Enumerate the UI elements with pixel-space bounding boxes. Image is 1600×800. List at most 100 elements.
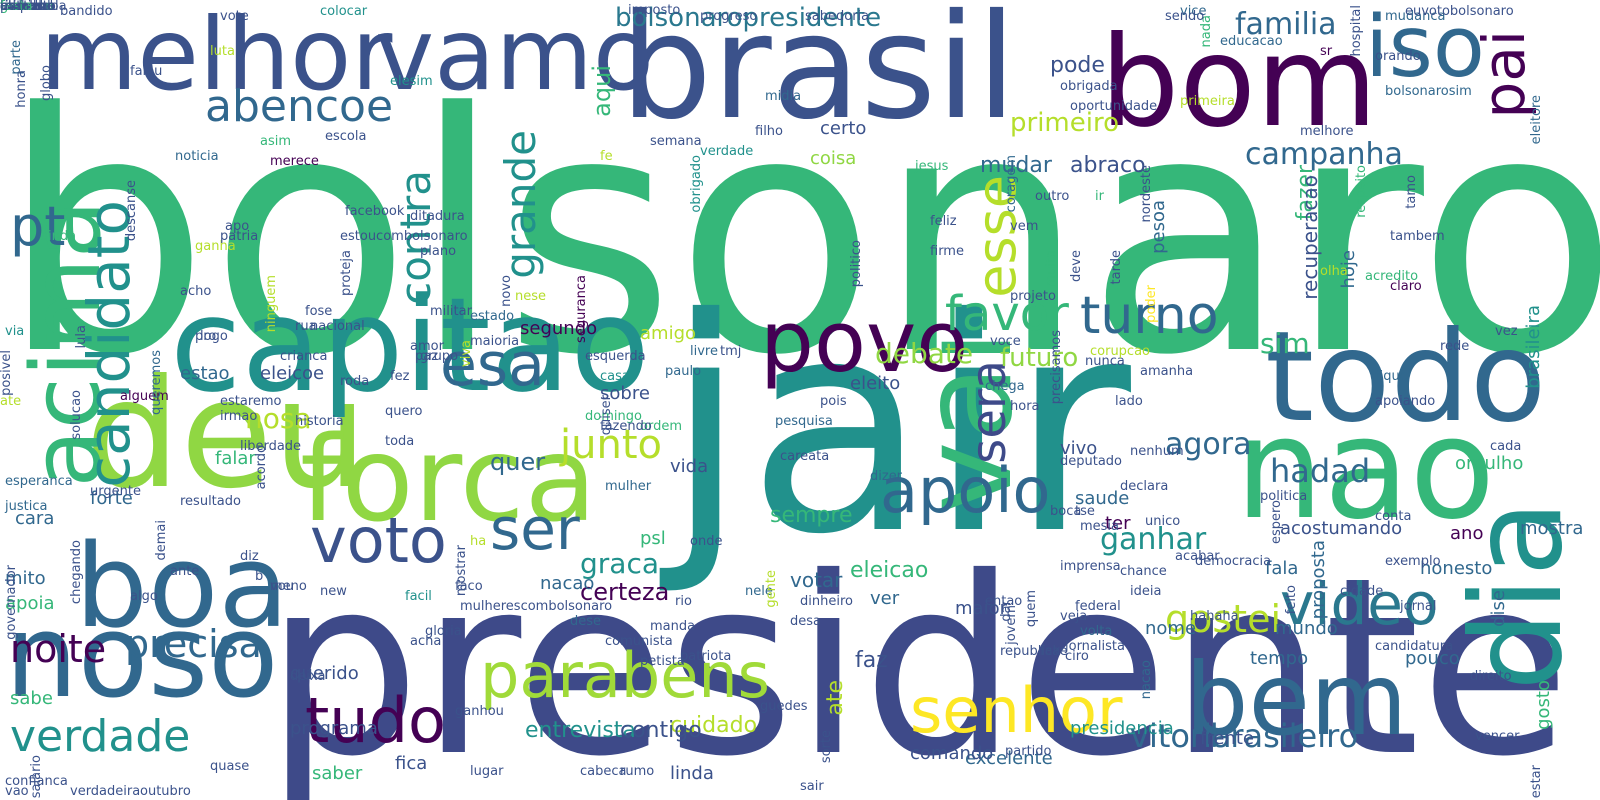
word-plano: plano [420, 244, 457, 259]
word-olha: olha [1320, 264, 1348, 279]
word-trabalho: trabalho [0, 0, 55, 14]
word-mostra: mostra [1520, 518, 1584, 539]
word-claro: claro [1390, 279, 1422, 294]
word-cabeca: cabeca [580, 764, 627, 779]
word-vice: vice [1180, 4, 1207, 19]
word-jesus: jesus [915, 159, 949, 174]
word-primeiro: primeiro [1010, 108, 1119, 138]
word-gloria: gloria [425, 624, 462, 639]
word-honra: honra [14, 70, 29, 108]
word-maioria: maioria [470, 334, 520, 349]
word-outro: outro [1035, 189, 1070, 204]
word-amem: amem [0, 0, 42, 14]
word-logo: logo [200, 329, 228, 344]
word-educacao: educacao [1220, 34, 1283, 49]
word-primeira: primeira [1180, 94, 1235, 109]
word-b: b [255, 569, 264, 584]
word-faz: faz [855, 648, 888, 673]
word-vem: vem [1010, 219, 1039, 234]
word-apoia: apoia [5, 593, 55, 614]
word-republica: republica [1000, 644, 1061, 659]
word-quero: quero [385, 404, 423, 419]
word-psl: psl [640, 528, 666, 549]
word-vou: vou [270, 579, 294, 594]
word-quase: quase [210, 759, 250, 774]
word-ordem: ordem [640, 419, 682, 434]
word-alguem: alguem [120, 389, 169, 404]
word-melhore: melhore [1300, 124, 1354, 139]
word-eleitore: eleitore [1529, 95, 1544, 145]
word-ir: ir [1095, 189, 1104, 204]
word-brasileiro: brasileiro [1210, 717, 1359, 755]
word-ganha: ganha [195, 239, 236, 254]
word-votar: votar [790, 568, 843, 592]
word-nacao: nacao [540, 573, 595, 594]
word-futuro: futuro [1000, 343, 1079, 373]
word-boca: boca [1050, 504, 1082, 519]
word-segundo: segundo [520, 318, 598, 339]
word-fez: fez [390, 369, 410, 384]
word-sobre: sobre [600, 383, 650, 404]
word-batalha: batalha [0, 0, 50, 14]
word-manda: manda [650, 619, 696, 634]
word-ver: ver [870, 588, 900, 609]
word-nese: nese [515, 289, 547, 304]
word-sendo: sendo [1165, 9, 1205, 24]
word-forte: forte [90, 488, 133, 509]
word-coragem: coragem [1004, 155, 1019, 213]
word-saber: saber [312, 763, 363, 784]
word-bem: bem [1185, 641, 1408, 758]
word-tudo: tudo [305, 684, 446, 757]
word-oportunidade: oportunidade [1070, 99, 1158, 114]
word-ainda: ainda [40, 229, 77, 244]
word-apo: apo [225, 219, 250, 234]
word-acha: acha [410, 634, 442, 649]
word-exemplo: exemplo [1385, 554, 1441, 569]
word-paulo: paulo [665, 364, 702, 379]
word-demai: demai [154, 520, 169, 561]
word-pouco: pouco [1405, 648, 1460, 669]
word-verdade: verdade [700, 144, 754, 159]
word-resultado: resultado [180, 494, 241, 509]
word-excelente: excelente [965, 748, 1053, 769]
word-respeito: respeito [1354, 165, 1369, 218]
word-entao: entao [985, 594, 1023, 609]
word-dese: dese [570, 614, 602, 629]
word-coisa: coisa [810, 148, 857, 169]
word-orando: orando [1375, 49, 1421, 64]
word-rumo: rumo [620, 764, 655, 779]
word-fazendo: fazendo [600, 419, 652, 434]
word-tempo: tempo [1250, 648, 1309, 669]
word-midia: midia [765, 89, 802, 104]
word-vez: vez [1495, 324, 1518, 339]
word-fique: fique [1375, 369, 1408, 384]
word-brasileira: brasileira [1523, 305, 1544, 389]
word-forca: forca [300, 410, 597, 548]
word-nacao: nacao [1139, 660, 1154, 700]
word-toda: toda [385, 434, 415, 449]
word-hadad: hadad [1270, 452, 1371, 490]
word-gostei: gostei [1165, 597, 1282, 641]
word-diz: diz [240, 549, 259, 564]
word-novo: novo [499, 275, 514, 307]
word-vivo: vivo [1060, 438, 1098, 459]
word-roda: roda [340, 374, 370, 389]
word-casa: casa [600, 369, 630, 384]
word-saude: saude [1075, 488, 1130, 509]
word-elesim: elesim [390, 74, 433, 89]
word-ser: ser [490, 495, 580, 563]
word-video: video [1280, 570, 1439, 638]
word-favor: favor [945, 286, 1069, 342]
word-feito: feito [1284, 585, 1299, 615]
word-nordeste: nordeste [1139, 165, 1154, 223]
word-nenhum: nenhum [1130, 444, 1184, 459]
word-deixa: deixa [290, 669, 326, 684]
word-feliz: feliz [930, 214, 957, 229]
word-estoucombolsonaro: estoucombolsonaro [340, 229, 468, 244]
word-povo: povo [760, 293, 969, 392]
word-bolsonarosim: bolsonarosim [1385, 84, 1472, 99]
word-colocar: colocar [320, 4, 368, 19]
word-senhor: senhor [910, 674, 1123, 747]
word-tamo: tamo [1404, 175, 1419, 209]
word-gente: gente [764, 570, 779, 608]
